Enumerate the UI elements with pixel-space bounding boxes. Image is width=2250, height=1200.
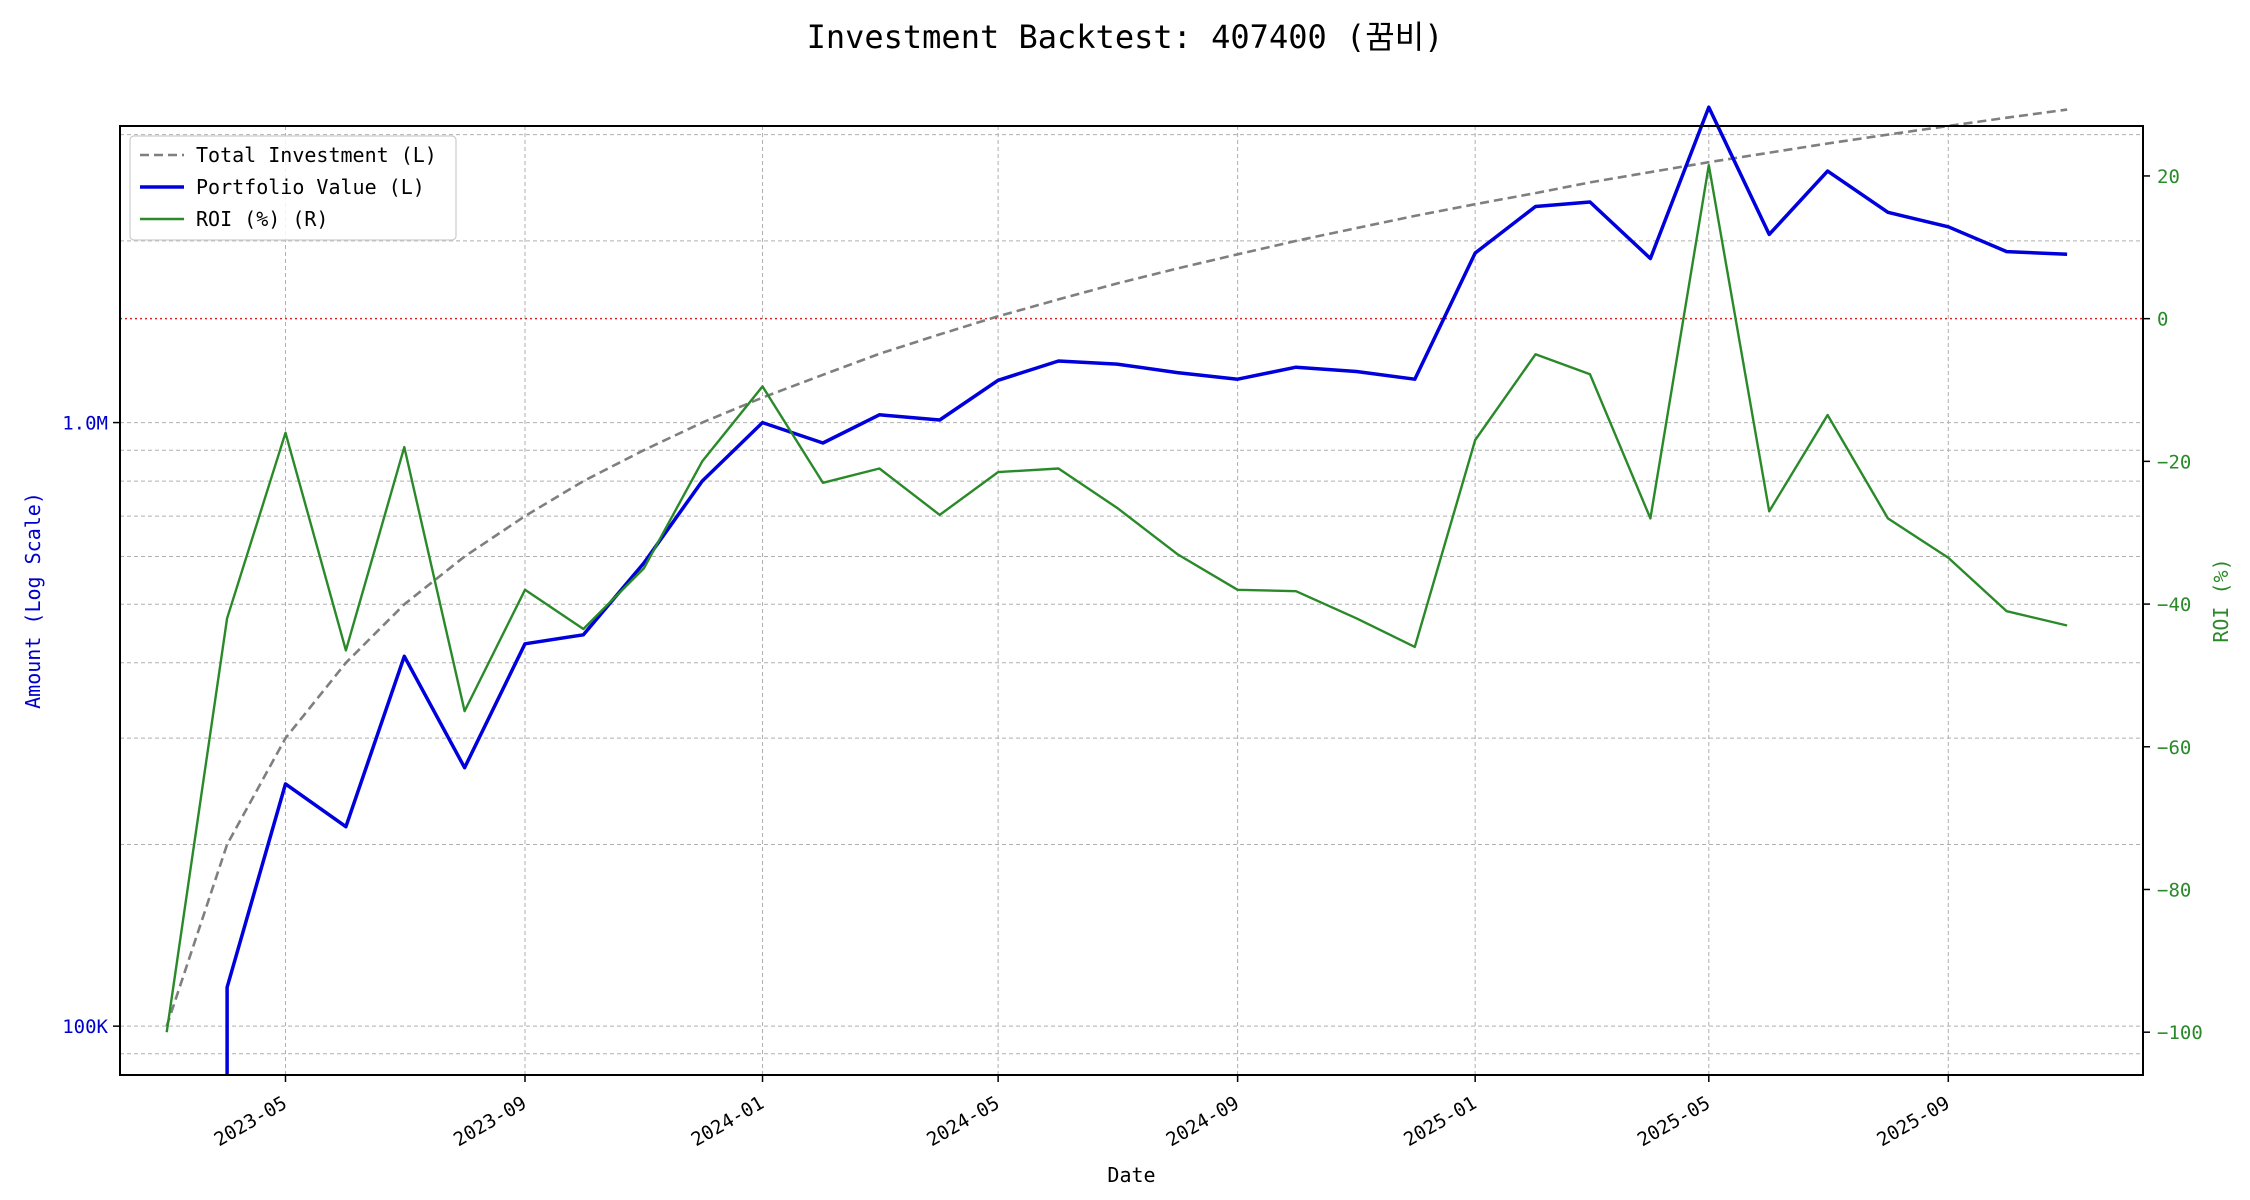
x-tick-label: 2023-05 (210, 1092, 290, 1151)
series-line-1 (225, 105, 2068, 1075)
right-tick-label: 0 (2157, 309, 2168, 331)
left-y-axis-ticks: 100K 1.0M (62, 413, 120, 1038)
right-tick-label: −100 (2157, 1022, 2203, 1044)
x-axis-label: Date (1107, 1163, 1155, 1187)
right-tick-label: 20 (2157, 166, 2180, 188)
chart-title: Investment Backtest: 407400 (꿈비) (807, 18, 1444, 56)
x-tick-label: 2023-09 (450, 1092, 530, 1151)
right-y-axis-label: ROI (%) (2209, 558, 2233, 642)
x-tick-label: 2024-05 (923, 1092, 1003, 1151)
left-tick-label: 1.0M (62, 413, 108, 435)
x-tick-label: 2024-09 (1163, 1092, 1243, 1151)
legend: Total Investment (L) Portfolio Value (L) R… (129, 135, 457, 241)
grid-layer (120, 126, 2143, 1075)
left-tick-label: 100K (62, 1016, 108, 1038)
right-y-axis-ticks: 20 0 −20 −40 −60 −80 −100 (2143, 166, 2203, 1044)
series-line-2 (165, 164, 2068, 1033)
x-tick-label: 2025-05 (1634, 1092, 1714, 1151)
series-line-0 (165, 108, 2068, 1027)
x-tick-label: 2025-01 (1400, 1092, 1480, 1151)
series-layer (165, 105, 2068, 1075)
plot-frame (119, 125, 2144, 1076)
right-tick-label: −80 (2157, 879, 2191, 901)
right-tick-label: −20 (2157, 451, 2191, 473)
right-tick-label: −40 (2157, 594, 2191, 616)
legend-label-0: Total Investment (L) (196, 143, 437, 167)
right-tick-label: −60 (2157, 737, 2191, 759)
left-y-axis-label: Amount (Log Scale) (21, 492, 45, 709)
legend-label-1: Portfolio Value (L) (196, 175, 425, 199)
legend-label-2: ROI (%) (R) (196, 207, 328, 231)
x-tick-label: 2025-09 (1873, 1092, 1953, 1151)
x-tick-label: 2024-01 (687, 1092, 767, 1151)
x-axis-ticks: 2023-05 2023-09 2024-01 2024-05 2024-09 2025-… (210, 1075, 1954, 1151)
legend-box (129, 135, 457, 241)
